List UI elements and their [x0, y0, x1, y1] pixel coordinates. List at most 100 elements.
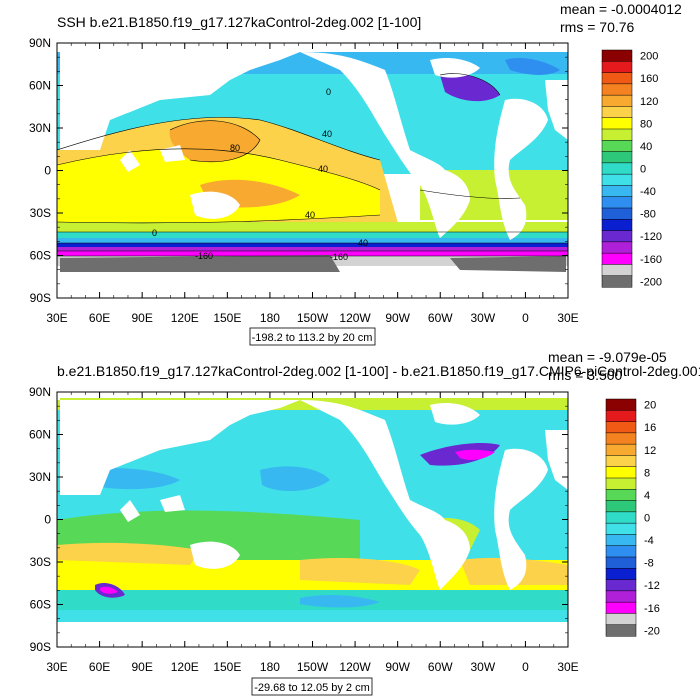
panel2-mean: mean = -9.079e-05 [548, 349, 667, 365]
colorbar-swatch [605, 432, 637, 445]
lon-tick-label: 150E [213, 660, 241, 674]
colorbar-label: -16 [644, 603, 660, 615]
colorbar-swatch [601, 140, 633, 153]
lat-tick-label: 30N [29, 121, 51, 135]
lat-tick-label: 0 [44, 164, 51, 178]
colorbar-label: -20 [644, 625, 660, 637]
lon-tick-label: 90E [131, 660, 152, 674]
lon-tick-label: 30E [557, 311, 578, 325]
colorbar-swatch [605, 556, 637, 569]
panel2-title: b.e21.B1850.f19_g17.127kaControl-2deg.00… [57, 363, 700, 379]
colorbar-swatch [605, 522, 637, 535]
lon-tick-label: 30W [470, 311, 495, 325]
colorbar-swatch [601, 241, 633, 254]
lat-tick-label: 60S [30, 598, 51, 612]
lat-tick-label: 60S [30, 249, 51, 263]
lon-tick-label: 90W [385, 311, 410, 325]
colorbar-label: 40 [640, 141, 652, 153]
colorbar-label: -12 [644, 580, 660, 592]
colorbar-label: 8 [644, 467, 650, 479]
lon-tick-label: 150W [297, 660, 329, 674]
panel1-title: SSH b.e21.B1850.f19_g17.127kaControl-2de… [57, 14, 421, 30]
panel-ssh-mean: SSH b.e21.B1850.f19_g17.127kaControl-2de… [29, 1, 682, 346]
colorbar-label: 0 [644, 513, 650, 525]
colorbar-swatch [601, 219, 633, 232]
colorbar-swatch [605, 568, 637, 581]
panel2-colorbar: 20 16 12 8 4 0 -4 -8 -12 -16 -20 [605, 398, 660, 637]
lat-tick-label: 90N [29, 36, 51, 50]
lon-tick-label: 60E [89, 660, 110, 674]
lon-tick-label: 120E [171, 660, 199, 674]
contour-label: 0 [326, 87, 331, 97]
colorbar-swatch [601, 61, 633, 74]
panel-ssh-difference: b.e21.B1850.f19_g17.127kaControl-2deg.00… [29, 349, 700, 696]
colorbar-swatch [605, 410, 637, 423]
colorbar-swatch [605, 443, 637, 456]
colorbar-label: 4 [644, 490, 650, 502]
lat-tick-label: 60N [29, 428, 51, 442]
colorbar-swatch [605, 398, 637, 411]
lon-tick-label: 0 [522, 660, 529, 674]
lon-tick-label: 30E [557, 660, 578, 674]
colorbar-label: 120 [640, 96, 658, 108]
lat-tick-label: 60N [29, 79, 51, 93]
colorbar-swatch [601, 162, 633, 175]
colorbar-swatch [605, 579, 637, 592]
colorbar-swatch [601, 117, 633, 130]
svg-text:-29.68 to 12.05 by 2 cm: -29.68 to 12.05 by 2 cm [254, 682, 370, 694]
panel1-map: 80 40 40 40 0 0 -160 40 -160 [57, 43, 568, 298]
colorbar-swatch [605, 590, 637, 603]
colorbar-swatch [605, 477, 637, 490]
panel1-lat-labels: 90N 60N 30N 0 30S 60S 90S [29, 36, 51, 305]
panel1-range-box: -198.2 to 113.2 by 20 cm [249, 327, 376, 346]
colorbar-swatch [605, 511, 637, 524]
panel1-ticks [56, 42, 569, 299]
lat-tick-label: 30S [30, 206, 51, 220]
colorbar-swatch [601, 128, 633, 141]
colorbar-swatch [605, 613, 637, 626]
panel2-range-box: -29.68 to 12.05 by 2 cm [251, 677, 373, 696]
lon-tick-label: 120W [339, 311, 371, 325]
colorbar-label: 20 [644, 400, 656, 412]
panel2-ticks [56, 391, 569, 648]
lon-tick-label: 30W [470, 660, 495, 674]
contour-label: 80 [230, 143, 240, 153]
colorbar-swatch [601, 49, 633, 62]
colorbar-label: 80 [640, 118, 652, 130]
colorbar-swatch [605, 466, 637, 479]
contour-label: 40 [358, 238, 368, 248]
colorbar-label: 12 [644, 445, 656, 457]
panel1-lon-labels: 30E 60E 90E 120E 150E 180 150W 120W 90W 60W 30W 0 30… [46, 311, 578, 325]
colorbar-swatch [601, 230, 633, 243]
panel2-lon-labels: 30E 60E 90E 120E 150E 180 150W 120W 90W 60W 30W 0 30… [46, 660, 578, 674]
colorbar-swatch [605, 534, 637, 547]
colorbar-swatch [605, 624, 637, 637]
contour-label: 40 [305, 210, 315, 220]
lon-tick-label: 180 [260, 311, 280, 325]
colorbar-label: 160 [640, 73, 658, 85]
lon-tick-label: 60E [89, 311, 110, 325]
panel2-rms: rms = 3.500 [548, 367, 623, 383]
colorbar-swatch [605, 545, 637, 558]
colorbar-swatch [605, 601, 637, 614]
contour-label: -160 [195, 251, 213, 261]
colorbar-label: -8 [644, 558, 654, 570]
lon-tick-label: 30E [46, 311, 67, 325]
colorbar-label: 16 [644, 422, 656, 434]
colorbar-swatch [605, 421, 637, 434]
lon-tick-label: 90E [131, 311, 152, 325]
lon-tick-label: 0 [522, 311, 529, 325]
colorbar-swatch [601, 252, 633, 265]
lat-tick-label: 0 [44, 513, 51, 527]
lon-tick-label: 150E [213, 311, 241, 325]
lon-tick-label: 150W [297, 311, 329, 325]
panel2-lat-labels: 90N 60N 30N 0 30S 60S 90S [29, 385, 51, 654]
lon-tick-label: 90W [385, 660, 410, 674]
contour-label: -160 [330, 252, 348, 262]
colorbar-label: -40 [640, 186, 656, 198]
colorbar-label: 0 [640, 164, 646, 176]
svg-text:-198.2 to 113.2 by 20 cm: -198.2 to 113.2 by 20 cm [252, 332, 373, 344]
lon-tick-label: 180 [260, 660, 280, 674]
colorbar-swatch [605, 500, 637, 513]
